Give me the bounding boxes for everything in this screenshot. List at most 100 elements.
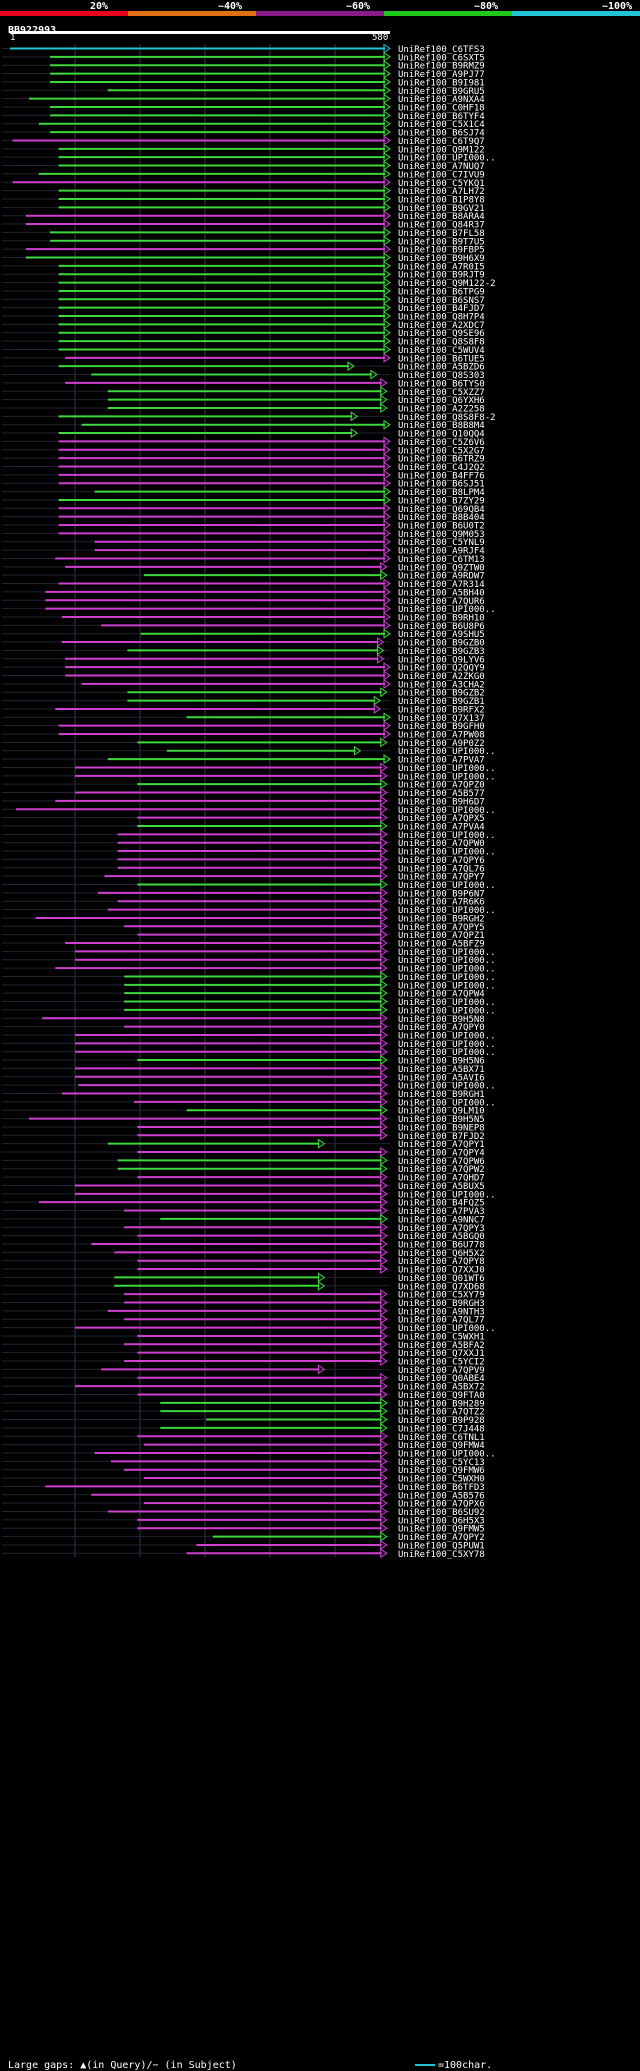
hit-arrowhead [380, 837, 388, 848]
legend-segment [384, 11, 512, 16]
hit-arrowhead [380, 1004, 388, 1015]
hit-label: UniRef100_UPI000.. [398, 906, 496, 916]
hit-arrowhead [380, 1506, 388, 1517]
hit-label: UniRef100_B9RGH3 [398, 1299, 485, 1309]
hit-label: UniRef100_A7QTZ2 [398, 1408, 485, 1418]
hit-arrowhead [383, 260, 391, 271]
hit-label: UniRef100_B6SU92 [398, 1508, 485, 1518]
hit-label: UniRef100_A7QPY2 [398, 1533, 485, 1543]
hit-arrowhead [317, 1280, 326, 1291]
hit-label: UniRef100_B7FL58 [398, 229, 485, 239]
hit-arrowhead [383, 168, 391, 179]
hit-arrowhead [380, 946, 388, 957]
hit-label: UniRef100_A7PW08 [398, 731, 485, 741]
hit-label: UniRef100_B9H5N6 [398, 1057, 485, 1067]
hit-label: UniRef100_A7QPY6 [398, 856, 485, 866]
hit-arrowhead [380, 1297, 388, 1308]
hit-arrowhead [380, 929, 388, 940]
hit-arrowhead [380, 1172, 388, 1183]
hit-arrowhead [380, 1381, 388, 1392]
hit-label: UniRef100_UPI000.. [398, 1048, 496, 1058]
hit-label: UniRef100_B9GRU5 [398, 87, 485, 97]
hit-arrowhead [383, 520, 391, 530]
hit-label: UniRef100_Q2QQY9 [398, 664, 485, 674]
hit-arrowhead [380, 1448, 388, 1458]
scale-swatch [415, 2064, 435, 2066]
hit-label: UniRef100_UPI000.. [398, 998, 496, 1008]
hit-arrowhead [383, 495, 391, 505]
hit-arrowhead [383, 219, 391, 229]
hit-label: UniRef100_Q9M122-2 [398, 279, 496, 289]
hit-arrowhead [380, 1289, 388, 1300]
hit-label: UniRef100_A9RDW7 [398, 572, 485, 582]
hit-arrowhead [383, 419, 391, 430]
hit-arrowhead [380, 1063, 388, 1074]
hit-arrowhead [380, 1255, 388, 1266]
hit-label: UniRef100_B6U778 [398, 1240, 485, 1250]
hit-label: UniRef100_A7QPY7 [398, 873, 485, 883]
hit-label: UniRef100_C5XZZ7 [398, 388, 485, 398]
hit-label: UniRef100_B9GV21 [398, 204, 485, 214]
hit-arrowhead [380, 1305, 388, 1316]
hit-label: UniRef100_B9H6X9 [398, 254, 485, 264]
hit-label: UniRef100_B9GZB0 [398, 639, 485, 649]
hit-arrowhead [383, 143, 391, 154]
hit-arrowhead [383, 202, 391, 213]
hit-arrowhead [383, 327, 391, 338]
hit-label: UniRef100_B9FBP5 [398, 246, 485, 256]
hit-arrowhead [380, 1372, 388, 1383]
hit-label: UniRef100_UPI000.. [398, 956, 496, 966]
hit-arrowhead [383, 185, 391, 196]
hit-label: UniRef100_A7NUQ7 [398, 162, 485, 172]
hit-label: UniRef100_C7J448 [398, 1424, 485, 1434]
hit-arrowhead [380, 1096, 388, 1107]
hit-arrowhead [380, 1213, 388, 1224]
legend-label: 20% [90, 1, 109, 12]
hit-label: UniRef100_UPI000.. [398, 605, 496, 615]
hit-arrowhead [380, 1548, 388, 1559]
hit-arrowhead [380, 1147, 388, 1157]
hit-label: UniRef100_Q9SE96 [398, 329, 485, 339]
hit-arrowhead [380, 1473, 388, 1483]
hit-arrowhead [383, 553, 391, 564]
hit-label: UniRef100_C5X1C4 [398, 120, 485, 130]
hit-arrowhead [380, 829, 388, 840]
hit-arrowhead [380, 1021, 388, 1032]
hit-arrowhead [380, 1489, 388, 1500]
hit-arrowhead [380, 570, 388, 581]
hit-arrowhead [380, 687, 388, 698]
hit-label: UniRef100_C6TM13 [398, 555, 485, 565]
hit-label: UniRef100_A7R314 [398, 580, 485, 590]
hit-arrowhead [383, 294, 391, 305]
hit-arrowhead [380, 1389, 388, 1400]
hit-arrowhead [353, 745, 362, 756]
hit-label: UniRef100_Q9M122 [398, 145, 485, 155]
hit-arrowhead [373, 695, 382, 706]
hit-label: UniRef100_A7QPY8 [398, 1257, 485, 1267]
hit-label: UniRef100_B9RJT9 [398, 271, 485, 281]
hit-arrowhead [383, 461, 391, 472]
hit-label: UniRef100_C4J2Q2 [398, 463, 485, 473]
hit-arrowhead [383, 612, 391, 622]
hit-arrowhead [380, 1456, 388, 1467]
hit-arrowhead [383, 352, 391, 363]
hit-label: UniRef100_A7QPW0 [398, 839, 485, 849]
hit-label: UniRef100_B6TRZ9 [398, 455, 485, 465]
hit-label: UniRef100_B9RGH1 [398, 1090, 485, 1100]
hit-arrowhead [383, 578, 391, 589]
hit-label: UniRef100_B9H5N8 [398, 1015, 485, 1025]
hit-arrowhead [383, 503, 391, 514]
hit-arrowhead [380, 862, 388, 873]
hit-arrowhead [383, 586, 391, 597]
hit-label: UniRef100_A7R6K6 [398, 898, 485, 908]
hit-label: UniRef100_B9H6D7 [398, 797, 485, 807]
hit-arrowhead [380, 1314, 388, 1325]
hit-label: UniRef100_B8B8M4 [398, 421, 485, 431]
query-ruler [10, 31, 390, 34]
hit-label: UniRef100_A7QPV9 [398, 1366, 485, 1376]
hit-arrowhead [380, 1088, 388, 1099]
hit-label: UniRef100_A7R0I5 [398, 262, 485, 272]
hit-label: UniRef100_C5WUV4 [398, 346, 485, 356]
hit-arrowhead [350, 411, 359, 422]
hit-label: UniRef100_B8B404 [398, 513, 485, 523]
